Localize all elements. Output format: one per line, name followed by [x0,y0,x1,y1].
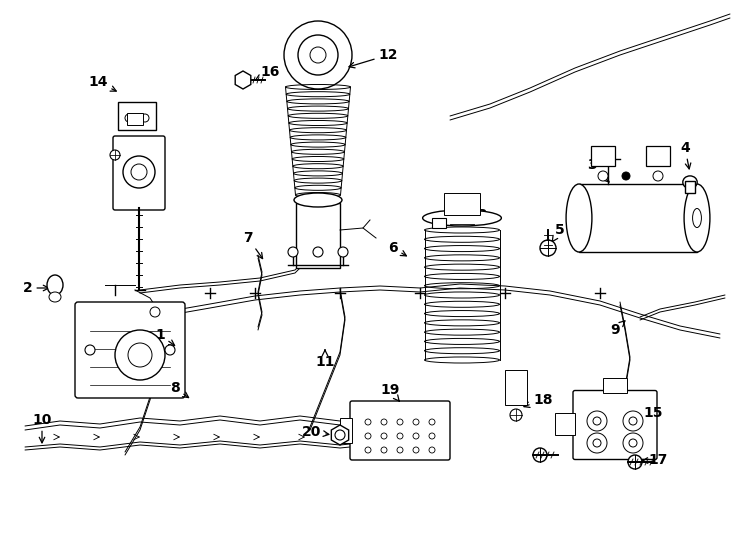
Text: 7: 7 [243,231,263,259]
Circle shape [141,114,149,122]
Bar [432,218,446,228]
Ellipse shape [423,210,501,226]
Bar [505,370,527,405]
Text: 13: 13 [465,208,487,224]
Circle shape [623,411,643,431]
Circle shape [623,433,643,453]
Text: 15: 15 [632,406,663,420]
Bar [118,102,156,130]
Circle shape [284,21,352,89]
Polygon shape [235,71,251,89]
FancyBboxPatch shape [113,136,165,210]
Ellipse shape [683,176,697,188]
Bar [296,203,340,268]
Circle shape [653,171,663,181]
Circle shape [429,447,435,453]
Circle shape [397,419,403,425]
Text: 14: 14 [88,75,116,91]
Circle shape [115,330,165,380]
Ellipse shape [693,208,702,227]
Circle shape [381,433,387,439]
Text: 17: 17 [642,453,668,467]
Ellipse shape [294,193,342,207]
Circle shape [628,455,642,469]
Text: 19: 19 [380,383,400,401]
Text: 8: 8 [170,381,189,397]
Circle shape [131,164,147,180]
Text: 20: 20 [302,425,329,439]
Text: 11: 11 [315,350,335,369]
Text: 18: 18 [524,393,553,407]
Bar [444,193,480,215]
Text: 5: 5 [552,223,565,241]
Text: 3: 3 [587,158,609,182]
Text: 1: 1 [155,328,175,346]
Circle shape [413,419,419,425]
Text: 9: 9 [610,321,625,337]
Circle shape [110,150,120,160]
Ellipse shape [566,184,592,252]
Bar [579,184,697,252]
Circle shape [413,433,419,439]
Circle shape [593,439,601,447]
Circle shape [338,247,348,257]
Bar [555,413,575,435]
FancyBboxPatch shape [350,401,450,460]
Text: 4: 4 [680,141,691,169]
Circle shape [123,156,155,188]
Text: 10: 10 [32,413,51,443]
Circle shape [587,433,607,453]
Circle shape [540,240,556,256]
Circle shape [381,447,387,453]
Circle shape [381,419,387,425]
Circle shape [587,411,607,431]
Ellipse shape [49,292,61,302]
Circle shape [510,409,522,421]
Circle shape [533,448,547,462]
Text: 12: 12 [349,48,398,68]
Circle shape [629,439,637,447]
Bar [340,418,352,443]
Circle shape [85,345,95,355]
FancyBboxPatch shape [75,302,185,398]
Ellipse shape [47,275,63,295]
Bar [127,113,143,125]
Circle shape [629,417,637,425]
Circle shape [128,343,152,367]
Bar [646,146,670,166]
Circle shape [413,447,419,453]
Circle shape [365,419,371,425]
Circle shape [397,433,403,439]
Circle shape [622,172,630,180]
Circle shape [429,433,435,439]
Ellipse shape [684,184,710,252]
FancyBboxPatch shape [573,390,657,460]
Bar [685,181,695,193]
Bar [603,377,627,393]
Circle shape [288,247,298,257]
Circle shape [365,447,371,453]
Polygon shape [331,425,349,445]
Circle shape [429,419,435,425]
Circle shape [165,345,175,355]
Circle shape [365,433,371,439]
Circle shape [335,430,345,440]
Circle shape [125,114,133,122]
Text: 6: 6 [388,241,407,256]
Circle shape [397,447,403,453]
Circle shape [313,247,323,257]
Text: 2: 2 [23,281,49,295]
Circle shape [310,47,326,63]
Text: 16: 16 [255,65,280,80]
Circle shape [593,417,601,425]
Bar [591,146,615,166]
Circle shape [598,171,608,181]
Circle shape [298,35,338,75]
Circle shape [150,307,160,317]
